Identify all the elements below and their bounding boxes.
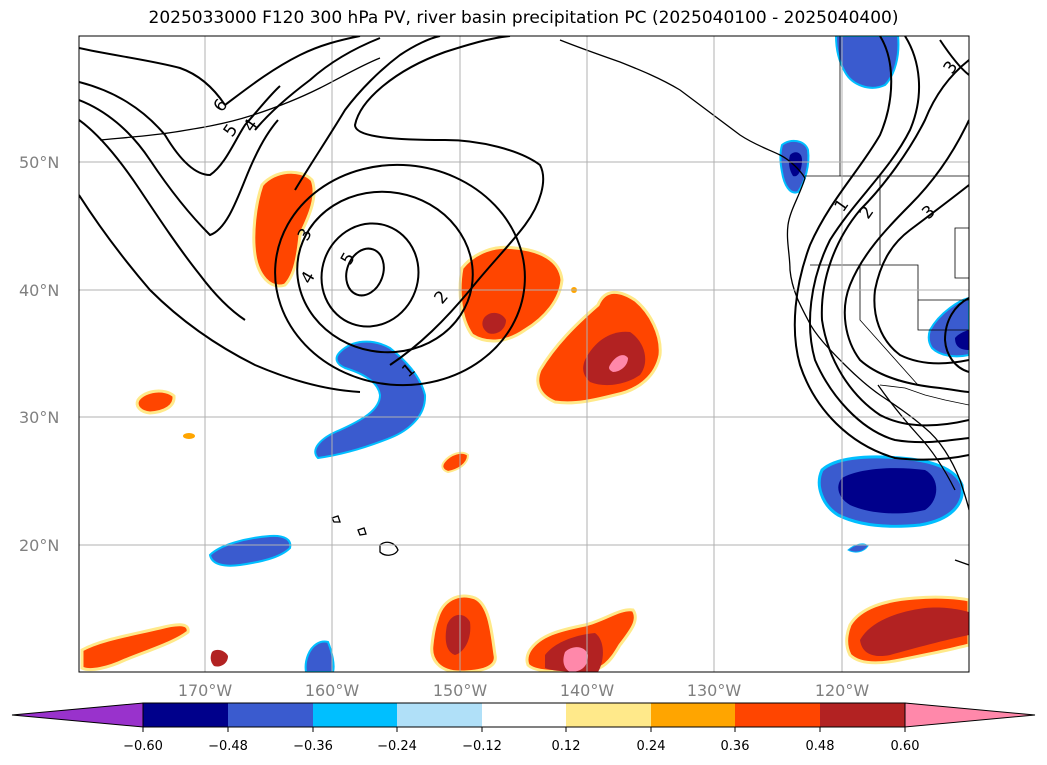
- map-frame-background: [79, 36, 969, 672]
- colorbar-tick-label: 0.60: [891, 739, 920, 754]
- colorbar-tick-label: 0.24: [637, 739, 666, 754]
- precip-strong-negative-area: [838, 468, 937, 514]
- pv-contour: [843, 119, 969, 393]
- colorbar-tick-label: 0.36: [721, 739, 750, 754]
- precipitation-shading: [80, 36, 969, 672]
- colorbar-tick-label: 0.12: [552, 739, 581, 754]
- map-title: 2025033000 F120 300 hPa PV, river basin …: [148, 8, 899, 28]
- precip-strong-negative-area: [955, 330, 969, 350]
- precip-negative-area: [314, 340, 427, 460]
- colorbar-segment: [820, 703, 905, 727]
- hawaii-island: [379, 541, 399, 556]
- precip-max-positive-area: [563, 647, 588, 672]
- pv-contour: [345, 247, 385, 297]
- colorbar-segment: [313, 703, 397, 727]
- pv-contour: [793, 36, 969, 461]
- colorbar-segment: [143, 703, 228, 727]
- precip-positive-area: [135, 389, 176, 415]
- lon-label: 140°W: [560, 681, 615, 700]
- precip-strong-positive-area: [482, 312, 506, 334]
- pv-contour: [79, 119, 246, 321]
- precip-positive-area: [80, 623, 190, 672]
- colorbar-segment: [397, 703, 482, 727]
- coastlines: [99, 39, 969, 566]
- north-america-coast: [786, 177, 969, 511]
- colorbar: −0.60 −0.48 −0.36 −0.24 −0.12 0.12 0.24 …: [11, 702, 1036, 754]
- hawaii-island: [357, 527, 367, 536]
- lon-label: 170°W: [178, 681, 233, 700]
- pv-contour: [224, 36, 361, 106]
- pv-contour: [79, 194, 361, 393]
- lon-label: 160°W: [305, 681, 360, 700]
- colorbar-frame: [142, 702, 906, 728]
- colorbar-tick-label: −0.24: [377, 739, 417, 754]
- hawaii-island: [331, 515, 341, 523]
- pv-contour: [294, 36, 441, 191]
- precip-negative-area: [208, 534, 292, 567]
- colorbar-segment: [735, 703, 820, 727]
- baja-coast: [877, 384, 956, 491]
- precip-positive-area: [441, 451, 470, 474]
- colorbar-tick-label: 0.48: [806, 739, 835, 754]
- precip-strong-positive-area: [445, 614, 471, 655]
- colorbar-tick-label: −0.36: [293, 739, 333, 754]
- lon-label: 150°W: [433, 681, 488, 700]
- colorbar-segment: [651, 703, 735, 727]
- pv-contour: [939, 39, 969, 76]
- lat-label: 30°N: [19, 408, 59, 427]
- colorbar-segment: [566, 703, 651, 727]
- pv-contour: [274, 163, 526, 387]
- pv-contour: [943, 297, 969, 373]
- pv-contour: [296, 190, 474, 354]
- pv-contour: [320, 222, 420, 328]
- gridlines: [79, 36, 969, 672]
- pv-contour: [79, 99, 279, 237]
- alaska-coast: [559, 39, 806, 179]
- precip-positive-area: [252, 170, 316, 288]
- pv-contour: [254, 37, 381, 131]
- colorbar-extend-high: [904, 702, 1036, 728]
- precip-max-positive-area: [609, 355, 628, 372]
- colorbar-segment: [228, 703, 313, 727]
- state-borders: [810, 176, 969, 386]
- lon-label: 130°W: [687, 681, 742, 700]
- precip-positive-area: [210, 649, 228, 667]
- pv-contour: [809, 36, 969, 444]
- pv-contour: [79, 81, 281, 177]
- pv-contour: [79, 47, 226, 106]
- precip-positive-area: [183, 433, 195, 439]
- longitude-labels: 170°W 160°W 150°W 140°W 130°W 120°W: [178, 681, 870, 700]
- precip-negative-area: [847, 543, 869, 553]
- lat-label: 50°N: [19, 153, 59, 172]
- pv-contour: [873, 184, 969, 365]
- south-america-tip: [954, 559, 969, 566]
- pv-contour: [353, 36, 545, 366]
- colorbar-tick-label: −0.48: [208, 739, 248, 754]
- lat-label: 40°N: [19, 281, 59, 300]
- pv-contour: [820, 59, 969, 427]
- lon-label: 120°W: [815, 681, 870, 700]
- lat-label: 20°N: [19, 536, 59, 555]
- map-frame: [78, 35, 970, 673]
- colorbar-tick-label: −0.60: [123, 739, 163, 754]
- precip-strong-positive-area: [860, 607, 969, 657]
- borders: [805, 36, 969, 406]
- precip-negative-area: [834, 36, 900, 89]
- colorbar-ticks: [142, 727, 906, 732]
- precip-strong-positive-area: [583, 331, 646, 386]
- precip-negative-area: [304, 640, 335, 672]
- latitude-labels: 50°N 40°N 30°N 20°N: [19, 153, 59, 555]
- colorbar-segment: [482, 703, 566, 727]
- pv-contours: [79, 36, 969, 461]
- colorbar-extend-low: [11, 702, 144, 728]
- aleutian-coast: [99, 57, 381, 141]
- us-mexico-border: [879, 384, 969, 406]
- colorbar-tick-label: −0.12: [462, 739, 502, 754]
